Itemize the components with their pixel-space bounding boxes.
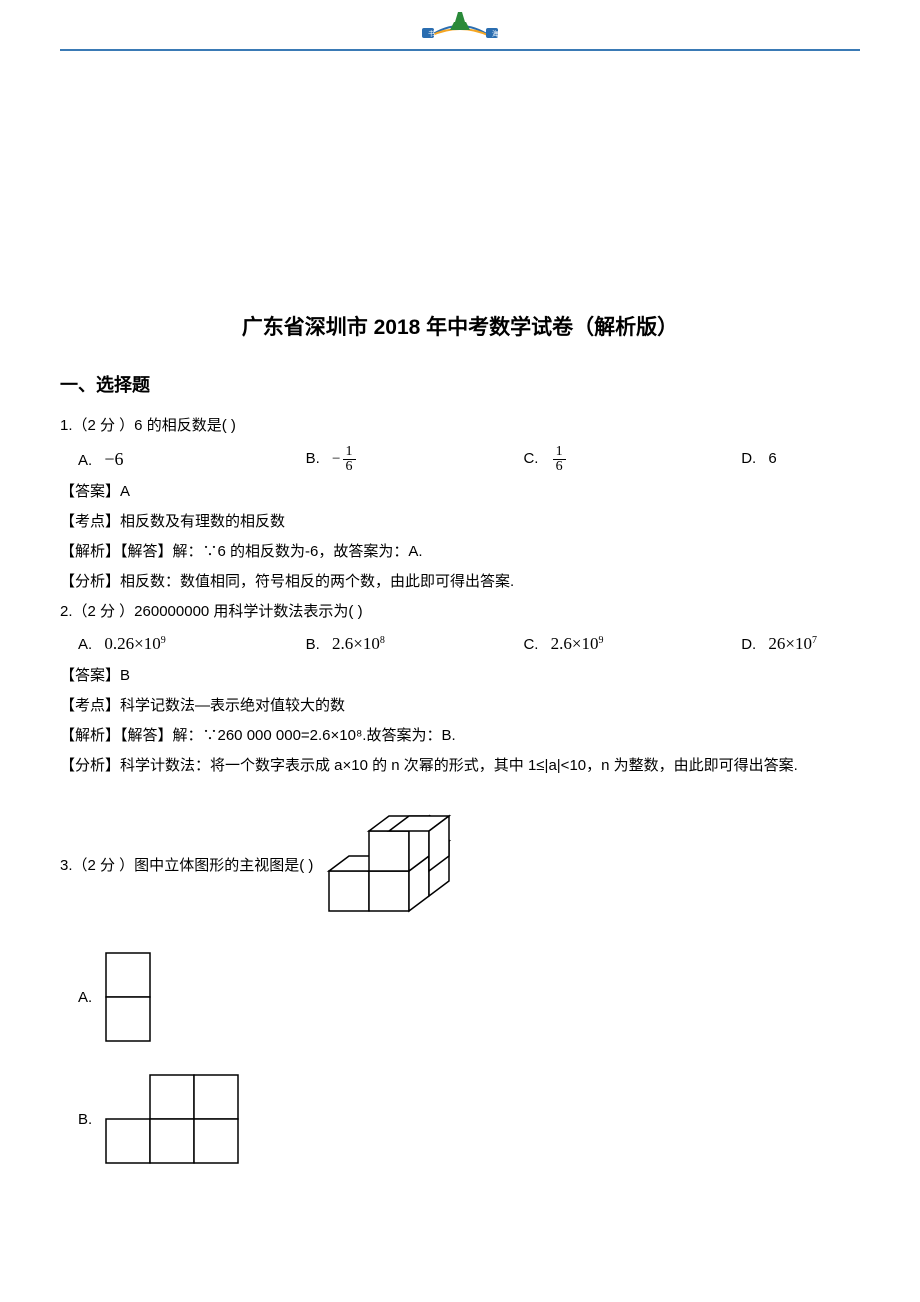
option-label: B. bbox=[306, 636, 320, 653]
q1-answer: 【答案】A bbox=[60, 477, 860, 507]
q2-stem: 2.（2 分 ）260000000 用科学计数法表示为( ) bbox=[60, 597, 860, 627]
option-label: A. bbox=[78, 452, 92, 469]
q2-optB-exp: 8 bbox=[380, 635, 385, 646]
q1-kaodian: 【考点】相反数及有理数的相反数 bbox=[60, 507, 860, 537]
q1-optD-text: 6 bbox=[768, 450, 776, 467]
q2-answer: 【答案】B bbox=[60, 661, 860, 691]
q2-optA-exp: 9 bbox=[161, 635, 166, 646]
option-label: B. bbox=[78, 1111, 92, 1128]
option-label: D. bbox=[741, 636, 756, 653]
q2-option-d: D. 26×107 bbox=[741, 627, 860, 661]
q3-stem: 3.（2 分 ）图中立体图形的主视图是( ) bbox=[60, 851, 313, 881]
option-label: A. bbox=[78, 636, 92, 653]
q1-jiexi: 【解析】【解答】解：∵6 的相反数为-6，故答案为：A. bbox=[60, 537, 860, 567]
q1-stem: 1.（2 分 ）6 的相反数是( ) bbox=[60, 411, 860, 441]
option-label: A. bbox=[78, 989, 92, 1006]
q3-option-b: B. bbox=[60, 1073, 860, 1165]
option-label: C. bbox=[523, 450, 538, 467]
q2-optC-exp: 9 bbox=[598, 635, 603, 646]
fraction: 16 bbox=[553, 445, 566, 474]
q2-optC-base: 2.6×10 bbox=[551, 634, 599, 653]
q3-option-a: A. bbox=[60, 951, 860, 1043]
q3-row: 3.（2 分 ）图中立体图形的主视图是( ) bbox=[60, 811, 860, 921]
q2-fenxi: 【分析】科学计数法：将一个数字表示成 a×10 的 n 次幂的形式，其中 1≤|… bbox=[60, 751, 860, 781]
option-label: C. bbox=[523, 636, 538, 653]
q1-optB-prefix: − bbox=[332, 451, 340, 467]
option-label: B. bbox=[306, 450, 320, 467]
q1-option-d: D. 6 bbox=[741, 444, 860, 474]
q2-option-c: C. 2.6×109 bbox=[523, 627, 741, 661]
page: 书 海 广东省深圳市 2018 年中考数学试卷（解析版） 一、选择题 1.（2 … bbox=[0, 0, 920, 1235]
q2-jiexi: 【解析】【解答】解：∵260 000 000=2.6×10⁸.故答案为：B. bbox=[60, 721, 860, 751]
svg-text:书: 书 bbox=[428, 29, 435, 38]
q2-optB-base: 2.6×10 bbox=[332, 634, 380, 653]
fraction: 16 bbox=[343, 445, 356, 474]
q2-optD-base: 26×10 bbox=[768, 634, 812, 653]
q3-optB-figure bbox=[104, 1073, 242, 1165]
document-title: 广东省深圳市 2018 年中考数学试卷（解析版） bbox=[60, 311, 860, 341]
q3-solid-figure bbox=[319, 811, 469, 921]
logo-icon: 书 海 bbox=[380, 8, 540, 44]
q1-option-c: C. 16 bbox=[523, 444, 741, 474]
q1-option-b: B. −16 bbox=[306, 444, 524, 474]
q1-optA-math: −6 bbox=[104, 449, 123, 469]
svg-text:海: 海 bbox=[492, 29, 499, 38]
q1-option-a: A. −6 bbox=[78, 441, 306, 477]
q1-fenxi: 【分析】相反数：数值相同，符号相反的两个数，由此即可得出答案. bbox=[60, 567, 860, 597]
header-logo: 书 海 bbox=[60, 0, 860, 51]
q2-optD-exp: 7 bbox=[812, 635, 817, 646]
q2-optA-base: 0.26×10 bbox=[104, 634, 160, 653]
section-header: 一、选择题 bbox=[60, 371, 860, 397]
q2-kaodian: 【考点】科学记数法—表示绝对值较大的数 bbox=[60, 691, 860, 721]
q3-optA-figure bbox=[104, 951, 154, 1043]
q2-option-b: B. 2.6×108 bbox=[306, 627, 524, 661]
q1-options: A. −6 B. −16 C. 16 D. 6 bbox=[60, 441, 860, 477]
q2-option-a: A. 0.26×109 bbox=[78, 627, 306, 661]
option-label: D. bbox=[741, 450, 756, 467]
q2-options: A. 0.26×109 B. 2.6×108 C. 2.6×109 D. 26×… bbox=[60, 627, 860, 661]
